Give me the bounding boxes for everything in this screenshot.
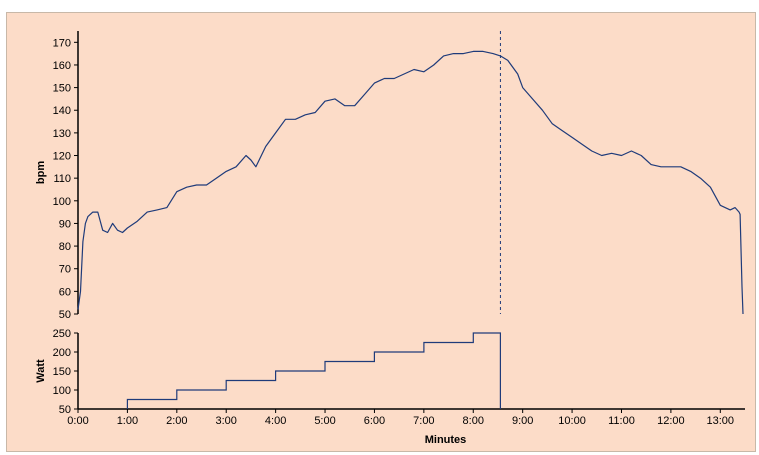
x-axis-title: Minutes	[425, 434, 467, 446]
hr-y-tick-label: 110	[53, 173, 71, 185]
x-tick-label: 8:00	[463, 415, 484, 427]
x-tick-label: 11:00	[608, 415, 635, 427]
hr-y-tick-label: 150	[53, 83, 71, 95]
x-tick-label: 0:00	[67, 415, 88, 427]
hr-y-tick-label: 140	[53, 105, 71, 117]
x-tick-label: 2:00	[166, 415, 187, 427]
x-tick-label: 3:00	[216, 415, 237, 427]
plot-panel	[6, 12, 756, 452]
x-tick-label: 5:00	[314, 415, 335, 427]
hr-y-tick-label: 50	[59, 309, 71, 321]
watt-y-axis-title: Watt	[35, 359, 47, 383]
hr-y-axis-title: bpm	[35, 161, 47, 184]
x-tick-label: 9:00	[512, 415, 533, 427]
watt-series-line	[126, 332, 501, 409]
hr-y-tick-label: 160	[53, 60, 71, 72]
x-tick-label: 10:00	[558, 415, 586, 427]
hr-y-tick-label: 90	[59, 218, 71, 230]
hr-series-line	[77, 50, 744, 315]
hr-y-tick-label: 100	[53, 196, 71, 208]
x-tick-label: 1:00	[117, 415, 138, 427]
hr-y-tick-label: 60	[59, 286, 71, 298]
x-tick-label: 4:00	[265, 415, 286, 427]
watt-y-tick-label: 50	[59, 404, 71, 416]
hr-y-tick-label: 130	[53, 128, 71, 140]
watt-y-tick-label: 200	[53, 347, 71, 359]
x-tick-label: 12:00	[657, 415, 685, 427]
hr-y-tick-label: 120	[53, 151, 71, 163]
watt-y-tick-label: 100	[53, 385, 71, 397]
watt-y-tick-label: 150	[53, 366, 71, 378]
hr-y-tick-label: 80	[59, 241, 71, 253]
hr-y-tick-label: 70	[59, 264, 71, 276]
watt-y-tick-label: 250	[53, 328, 71, 340]
x-tick-label: 13:00	[707, 415, 735, 427]
hr-y-tick-label: 170	[53, 37, 71, 49]
x-tick-label: 6:00	[364, 415, 385, 427]
x-tick-label: 7:00	[413, 415, 434, 427]
